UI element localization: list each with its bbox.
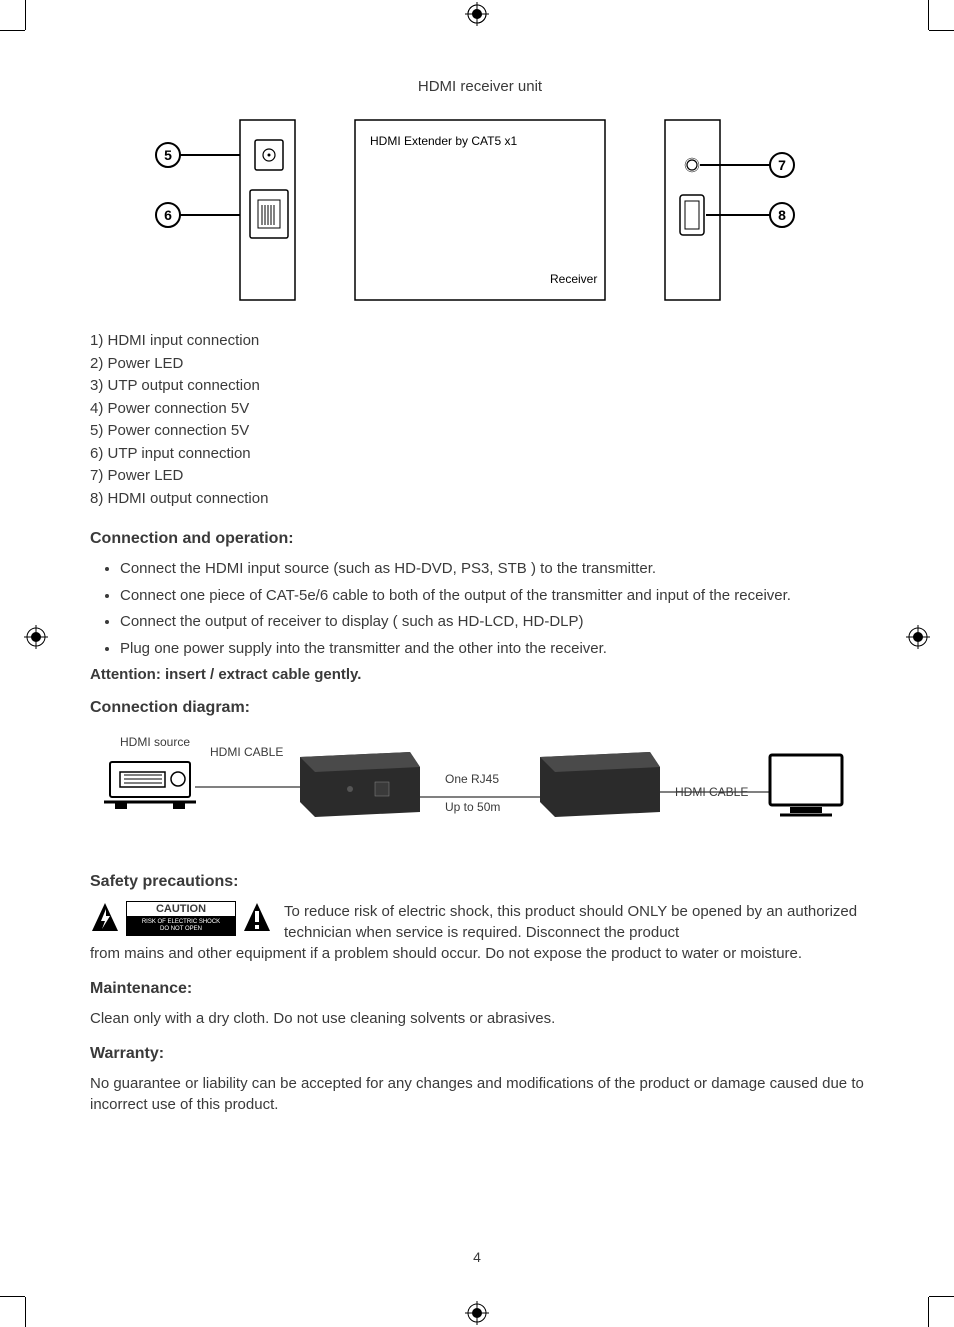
crop-mark bbox=[25, 1297, 26, 1327]
front-label: HDMI Extender by CAT5 x1 bbox=[370, 134, 517, 148]
receiver-left-panel: 5 6 bbox=[150, 115, 300, 305]
crop-mark bbox=[0, 1296, 25, 1297]
receiver-label: Receiver bbox=[550, 272, 597, 286]
connection-step: Plug one power supply into the transmitt… bbox=[120, 638, 870, 661]
crop-mark bbox=[929, 30, 954, 31]
caution-subtitle: RISK OF ELECTRIC SHOCKDO NOT OPEN bbox=[127, 917, 235, 935]
maintenance-heading: Maintenance: bbox=[90, 980, 870, 998]
warning-shock-icon bbox=[90, 901, 120, 937]
label-up-to-50m: Up to 50m bbox=[445, 800, 500, 814]
connection-diagram: HDMI source HDMI CABLE One RJ45 Up to 50… bbox=[90, 727, 870, 857]
legend-item: 5) Power connection 5V bbox=[90, 420, 870, 443]
registration-mark-icon bbox=[24, 625, 48, 649]
label-hdmi-cable: HDMI CABLE bbox=[210, 745, 283, 759]
crop-mark bbox=[928, 1297, 929, 1327]
legend-item: 2) Power LED bbox=[90, 353, 870, 376]
legend-list: 1) HDMI input connection 2) Power LED 3)… bbox=[90, 330, 870, 510]
legend-item: 8) HDMI output connection bbox=[90, 488, 870, 511]
receiver-front-panel: HDMI Extender by CAT5 x1 Receiver bbox=[350, 115, 610, 305]
receiver-diagram: 5 6 HDMI Extender by CAT5 x1 bbox=[90, 115, 870, 305]
callout-7: 7 bbox=[778, 157, 786, 173]
crop-mark bbox=[25, 0, 26, 30]
crop-mark bbox=[929, 1296, 954, 1297]
page-title: HDMI receiver unit bbox=[90, 78, 870, 95]
page-content: HDMI receiver unit 5 6 bbox=[90, 60, 870, 1115]
registration-mark-icon bbox=[906, 625, 930, 649]
label-one-rj45: One RJ45 bbox=[445, 772, 499, 786]
callout-6: 6 bbox=[164, 207, 172, 223]
legend-item: 7) Power LED bbox=[90, 465, 870, 488]
legend-item: 1) HDMI input connection bbox=[90, 330, 870, 353]
crop-mark bbox=[0, 30, 25, 31]
page-number: 4 bbox=[0, 1249, 954, 1265]
connection-step: Connect one piece of CAT-5e/6 cable to b… bbox=[120, 585, 870, 608]
conn-diagram-heading: Connection diagram: bbox=[90, 699, 870, 717]
maintenance-text: Clean only with a dry cloth. Do not use … bbox=[90, 1008, 870, 1029]
registration-mark-icon bbox=[465, 1301, 489, 1325]
legend-item: 4) Power connection 5V bbox=[90, 398, 870, 421]
warranty-text: No guarantee or liability can be accepte… bbox=[90, 1073, 870, 1115]
connection-step: Connect the output of receiver to displa… bbox=[120, 611, 870, 634]
safety-block: CAUTION RISK OF ELECTRIC SHOCKDO NOT OPE… bbox=[90, 901, 870, 964]
caution-box: CAUTION RISK OF ELECTRIC SHOCKDO NOT OPE… bbox=[126, 901, 236, 936]
attention-note: Attention: insert / extract cable gently… bbox=[90, 666, 870, 683]
legend-item: 3) UTP output connection bbox=[90, 375, 870, 398]
safety-text-cont: from mains and other equipment if a prob… bbox=[90, 943, 870, 964]
crop-mark bbox=[928, 0, 929, 30]
safety-heading: Safety precautions: bbox=[90, 873, 870, 891]
connection-step: Connect the HDMI input source (such as H… bbox=[120, 558, 870, 581]
callout-8: 8 bbox=[778, 207, 786, 223]
warranty-heading: Warranty: bbox=[90, 1045, 870, 1063]
warning-exclaim-icon bbox=[242, 901, 272, 937]
connection-heading: Connection and operation: bbox=[90, 530, 870, 548]
registration-mark-icon bbox=[465, 2, 489, 26]
connection-steps: Connect the HDMI input source (such as H… bbox=[90, 558, 870, 660]
label-hdmi-cable-2: HDMI CABLE bbox=[675, 785, 748, 799]
callout-5: 5 bbox=[164, 147, 172, 163]
safety-text-inline: To reduce risk of electric shock, this p… bbox=[278, 901, 870, 943]
legend-item: 6) UTP input connection bbox=[90, 443, 870, 466]
label-hdmi-source: HDMI source bbox=[120, 735, 190, 749]
receiver-right-panel: 7 8 bbox=[660, 115, 810, 305]
caution-title: CAUTION bbox=[127, 902, 235, 917]
